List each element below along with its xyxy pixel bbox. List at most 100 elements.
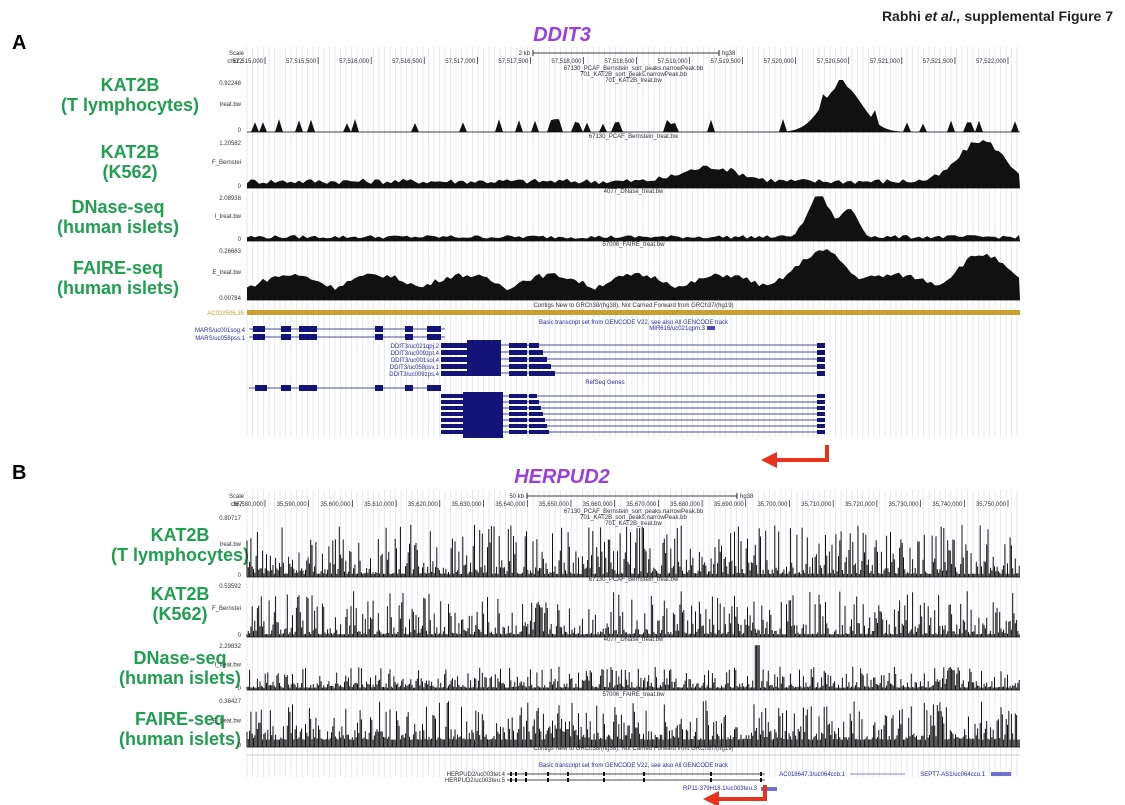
exon [441, 418, 467, 422]
track-min-value: 0 [238, 128, 242, 134]
panel-a-track-label-2: KAT2B (K562) [100, 142, 160, 182]
panel-a-track-label-3: DNase-seq (human islets) [56, 197, 180, 237]
exon [529, 394, 537, 398]
exon [441, 350, 467, 355]
coordinate-tick-label: 57,520,500 [817, 59, 848, 65]
exon [529, 350, 543, 355]
exon [441, 364, 467, 369]
signal-bars [246, 645, 1020, 690]
exon [567, 772, 569, 776]
exon [547, 772, 549, 776]
exon [509, 350, 527, 355]
exon [760, 772, 762, 776]
exon [603, 772, 605, 776]
exon [547, 778, 549, 782]
mirna-label: MIR616/uc021qpm.3 [649, 326, 705, 332]
track-min-value: 0.00784 [219, 296, 241, 302]
track-file-label: 67130_PCAF_Bernstein_treat.bw [589, 134, 679, 140]
exon [509, 406, 527, 410]
track-min-value: 0 [238, 184, 242, 190]
coordinate-tick-label: 57,519,500 [711, 59, 742, 65]
exon [817, 394, 825, 398]
exon [509, 412, 527, 416]
exon [427, 326, 441, 332]
track-header-line: 701_KAT2B_treat.bw [605, 521, 662, 527]
track-max-value: 2.08938 [219, 196, 241, 202]
exon [509, 371, 527, 376]
transcription-direction-arrow [717, 785, 767, 801]
scale-label: Scale [229, 51, 245, 57]
exon [441, 357, 467, 362]
exon [299, 334, 317, 340]
panel-a-track-label-1: KAT2B (T lymphocytes) [60, 75, 200, 115]
contig-id: AC022506.35 [207, 311, 244, 317]
transcription-direction-arrowhead [761, 452, 777, 468]
extra-exon [761, 787, 777, 791]
track-max-value: 0.26663 [219, 249, 241, 255]
track-header-line: 701_KAT2B_sort_peaks.narrowPeak.bb [580, 72, 687, 78]
exon [529, 343, 539, 348]
exon [281, 326, 291, 332]
panel-b-gene-title: HERPUD2 [514, 466, 610, 488]
coordinate-tick-label: 35,720,000 [845, 502, 876, 508]
transcript-label: MARS/uc001sog.4 [195, 328, 246, 334]
assembly-label: hg38 [740, 494, 754, 500]
exon [529, 371, 555, 376]
refseq-track-label: RefSeq Genes [585, 380, 624, 386]
exon [817, 418, 825, 422]
coordinate-tick-label: 57,518,000 [551, 59, 582, 65]
gencode-track-label: Basic transcript set from GENCODE V22, s… [539, 763, 729, 769]
exon [643, 772, 645, 776]
exon [375, 334, 383, 340]
exon [529, 412, 543, 416]
track-file-label: 57006_FAIRE_treat.bw [602, 692, 665, 698]
exon [299, 326, 317, 332]
exon [281, 385, 291, 391]
coordinate-tick-label: 57,521,000 [870, 59, 901, 65]
exon [441, 424, 467, 428]
exon [509, 343, 527, 348]
coordinate-tick-label: 35,700,000 [757, 502, 788, 508]
track-min-value: 0 [238, 686, 242, 692]
exon [817, 364, 825, 369]
exon [441, 394, 467, 398]
header-etal: et al., [924, 8, 961, 24]
exon [710, 772, 712, 776]
coordinate-tick-label: 35,660,000 [583, 502, 614, 508]
exon [817, 406, 825, 410]
exon [375, 326, 383, 332]
contig-track-label: Contigs New to GRCh38/(hg38), Not Carrie… [533, 746, 733, 752]
exon [710, 778, 712, 782]
contig-track-label: Contigs New to GRCh38/(hg38), Not Carrie… [533, 303, 733, 309]
track-file-label: 4077_DNase_treat.bw [604, 189, 664, 195]
exon [441, 430, 467, 434]
exon [817, 371, 825, 376]
exon [529, 400, 539, 404]
exon [509, 430, 527, 434]
exon [405, 326, 413, 332]
signal-area [247, 140, 1020, 188]
coordinate-tick-label: 35,710,000 [801, 502, 832, 508]
exon [405, 334, 413, 340]
gencode-track-label: Basic transcript set from GENCODE V22, s… [539, 320, 729, 326]
exon [441, 400, 467, 404]
panel-b-genome-browser: Scale chr7: 50 kb hg38 35,580,000 35,590,000 3… [212, 490, 1020, 805]
track-max-value: 0.38427 [219, 699, 241, 705]
exon [405, 385, 413, 391]
panel-a-track-label-4: FAIRE-seq (human islets) [56, 258, 180, 298]
panel-b-track-label-1: KAT2B (T lymphocytes) [110, 525, 250, 565]
track-header-line: 67130_PCAF_Bernstein_sort_peaks.narrowPe… [564, 509, 704, 515]
panel-a-letter: A [12, 32, 27, 54]
coordinate-tick-label: 35,580,000 [233, 502, 264, 508]
exon [253, 334, 265, 340]
track-min-value: 0 [238, 743, 242, 749]
header-author: Rabhi [881, 8, 921, 24]
panel-a-gene-title: DDIT3 [533, 24, 591, 46]
transcript-label: MARS/uc058pss.1 [195, 336, 245, 342]
track-header-line: 67130_PCAF_Bernstein_sort_peaks.narrowPe… [564, 66, 704, 72]
panel-a-genome-browser: Scale chr12: 2 kb hg38 57,515,000 57,515,500 5… [195, 47, 1020, 468]
exon [441, 406, 467, 410]
coordinate-tick-label: 57,520,000 [764, 59, 795, 65]
track-side-label: treat.bw [220, 542, 242, 548]
coordinate-tick-label: 35,610,000 [364, 502, 395, 508]
